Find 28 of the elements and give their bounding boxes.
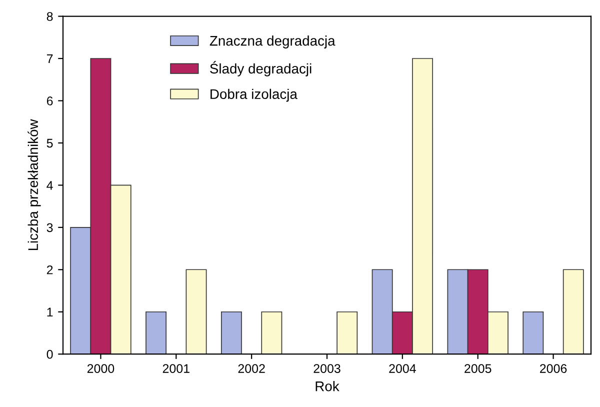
x-tick-label: 2005 xyxy=(464,364,492,373)
bar xyxy=(522,311,544,354)
y-tick-label: 7 xyxy=(46,54,53,64)
bar xyxy=(562,269,584,354)
bar xyxy=(146,311,167,354)
x-tick-label: 2002 xyxy=(238,364,265,373)
bar xyxy=(261,311,282,354)
legend-label: Znaczna degradacja xyxy=(210,36,336,48)
y-tick-label: 0 xyxy=(46,350,53,359)
y-tick-label: 2 xyxy=(46,265,53,274)
x-tick-label: 2006 xyxy=(540,364,567,373)
y-tick-label: 6 xyxy=(46,96,53,106)
y-tick-label: 5 xyxy=(46,138,53,148)
x-tick-label: 2000 xyxy=(87,364,114,373)
y-tick-label: 1 xyxy=(47,308,53,316)
x-tick-label: 2003 xyxy=(314,364,340,373)
bar xyxy=(220,311,242,354)
x-tick-label: 2004 xyxy=(389,364,416,373)
x-tick-label: 2001 xyxy=(162,364,190,373)
y-tick-label: 8 xyxy=(46,12,53,21)
bar xyxy=(336,311,358,354)
y-axis-title: Liczba przekładników xyxy=(28,119,41,250)
legend-label: Ślady degradacji xyxy=(210,60,312,76)
x-axis-title: Rok xyxy=(316,381,340,392)
bar xyxy=(186,269,207,354)
legend-label: Dobra izolacja xyxy=(210,88,298,102)
y-tick-label: 4 xyxy=(46,181,53,190)
y-tick-label: 3 xyxy=(46,223,53,232)
